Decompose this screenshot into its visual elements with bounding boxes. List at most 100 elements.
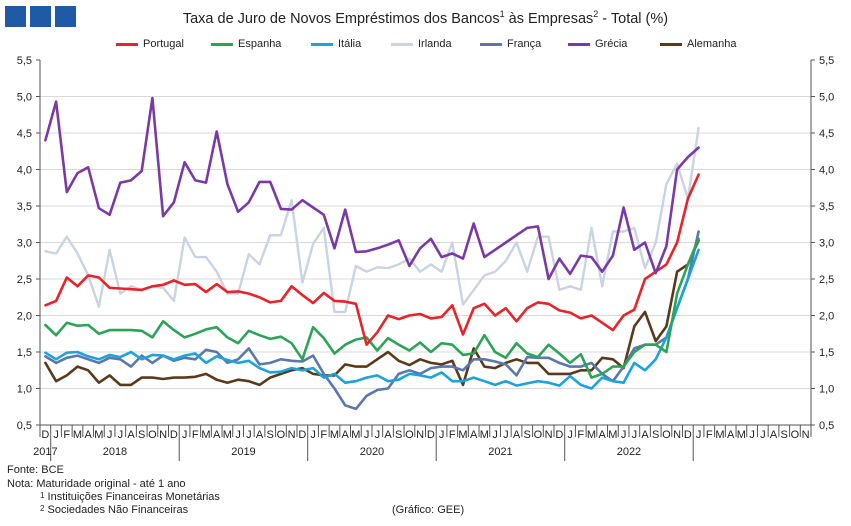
year-label: 2022	[617, 446, 641, 458]
legend-label-portugal: Portugal	[143, 38, 184, 50]
x-tick-label: A	[256, 429, 264, 441]
y-tick-label-right: 2,5	[819, 274, 834, 286]
x-tick-label: M	[223, 429, 232, 441]
x-tick-label: J	[364, 429, 370, 441]
x-tick-label: N	[545, 429, 553, 441]
x-tick-label: A	[213, 429, 221, 441]
y-tick-label-left: 2,5	[17, 274, 32, 286]
y-tick-label-right: 5,0	[819, 92, 834, 104]
x-tick-label: M	[737, 429, 746, 441]
series-line-franca	[44, 230, 700, 411]
x-tick-label: M	[201, 429, 210, 441]
y-tick-label-right: 3,5	[819, 201, 834, 213]
x-tick-label: D	[684, 429, 692, 441]
y-tick-label-left: 4,0	[17, 165, 32, 177]
x-tick-label: M	[608, 429, 617, 441]
x-tick-label: N	[416, 429, 424, 441]
x-tick-label: S	[267, 429, 274, 441]
y-tick-label-right: 4,5	[819, 128, 834, 140]
legend-label-italia: Itália	[338, 38, 362, 50]
legend-swatch-grecia	[568, 42, 590, 46]
x-tick-label: O	[405, 429, 414, 441]
x-tick-label: J	[632, 429, 638, 441]
x-tick-label: J	[503, 429, 509, 441]
y-tick-label-right: 4,0	[819, 165, 834, 177]
x-tick-label: D	[41, 429, 49, 441]
y-tick-label-right: 3,0	[819, 238, 834, 250]
footnote-2: 2 Sociedades Não Financeiras	[40, 504, 188, 516]
x-tick-label: D	[555, 429, 563, 441]
x-tick-label: J	[439, 429, 445, 441]
legend-swatch-alemanha	[660, 42, 682, 46]
chart-legend: Portugal Espanha Itália Irlanda França G…	[0, 38, 851, 54]
year-label: 2017	[33, 446, 57, 458]
x-tick-label: O	[791, 429, 800, 441]
logo-square-3	[55, 6, 76, 27]
x-tick-label: S	[781, 429, 788, 441]
y-tick-label-right: 0,5	[819, 420, 834, 432]
y-tick-label-right: 1,0	[819, 384, 834, 396]
x-tick-label: D	[170, 429, 178, 441]
year-label: 2019	[231, 446, 255, 458]
x-tick-label: N	[288, 429, 296, 441]
legend-label-franca: França	[507, 38, 542, 50]
x-tick-label: A	[727, 429, 735, 441]
x-tick-label: J	[310, 429, 316, 441]
legend-item-irlanda: Irlanda	[391, 38, 452, 50]
legend-swatch-franca	[480, 42, 502, 46]
x-tick-label: F	[577, 429, 584, 441]
x-tick-label: O	[662, 429, 671, 441]
x-tick-label: A	[513, 429, 521, 441]
series-line-grecia	[44, 96, 700, 281]
y-tick-label-left: 3,5	[17, 201, 32, 213]
year-label: 2018	[103, 446, 127, 458]
series-line-espanha	[44, 237, 700, 379]
logo-square-2	[30, 6, 51, 27]
x-tick-label: J	[492, 429, 498, 441]
x-tick-label: D	[427, 429, 435, 441]
x-tick-label: A	[384, 429, 392, 441]
x-tick-label: F	[706, 429, 713, 441]
legend-label-grecia: Grécia	[595, 38, 628, 50]
y-tick-label-left: 2,0	[17, 311, 32, 323]
legend-item-espanha: Espanha	[211, 38, 281, 50]
x-tick-label: J	[182, 429, 188, 441]
y-tick-label-left: 0,5	[17, 420, 32, 432]
x-tick-label: J	[621, 429, 627, 441]
x-tick-label: F	[63, 429, 70, 441]
x-tick-label: J	[567, 429, 573, 441]
footnote-1-text: Instituições Financeiras Monetárias	[47, 491, 220, 503]
x-tick-label: M	[715, 429, 724, 441]
title-superscript-1: 1	[499, 9, 505, 19]
footnote-1: 1 Instituições Financeiras Monetárias	[40, 491, 220, 503]
title-superscript-2: 2	[593, 9, 599, 19]
x-tick-label: D	[298, 429, 306, 441]
legend-item-grecia: Grécia	[568, 38, 627, 50]
x-tick-label: A	[599, 429, 607, 441]
x-tick-label: A	[770, 429, 778, 441]
x-tick-label: J	[53, 429, 59, 441]
y-tick-label-right: 2,0	[819, 311, 834, 323]
x-tick-label: M	[458, 429, 467, 441]
x-tick-label: J	[235, 429, 241, 441]
legend-swatch-portugal	[116, 42, 138, 46]
x-tick-label: J	[760, 429, 766, 441]
x-tick-label: F	[320, 429, 327, 441]
series-line-portugal	[44, 173, 700, 347]
x-tick-label: M	[351, 429, 360, 441]
x-tick-label: S	[524, 429, 531, 441]
y-tick-label-left: 3,0	[17, 238, 32, 250]
x-tick-label: M	[587, 429, 596, 441]
chart-title: Taxa de Juro de Novos Empréstimos dos Ba…	[0, 9, 851, 27]
x-tick-label: M	[480, 429, 489, 441]
y-tick-label-right: 1,5	[819, 347, 834, 359]
legend-swatch-espanha	[211, 42, 233, 46]
y-tick-label-left: 5,5	[17, 55, 32, 67]
x-tick-label: J	[749, 429, 755, 441]
title-end: - Total (%)	[598, 10, 669, 27]
x-tick-label: O	[277, 429, 286, 441]
y-tick-label-left: 1,5	[17, 347, 32, 359]
legend-label-espanha: Espanha	[238, 38, 282, 50]
y-tick-label-left: 1,0	[17, 384, 32, 396]
footnote-2-text: Sociedades Não Financeiras	[47, 504, 189, 516]
